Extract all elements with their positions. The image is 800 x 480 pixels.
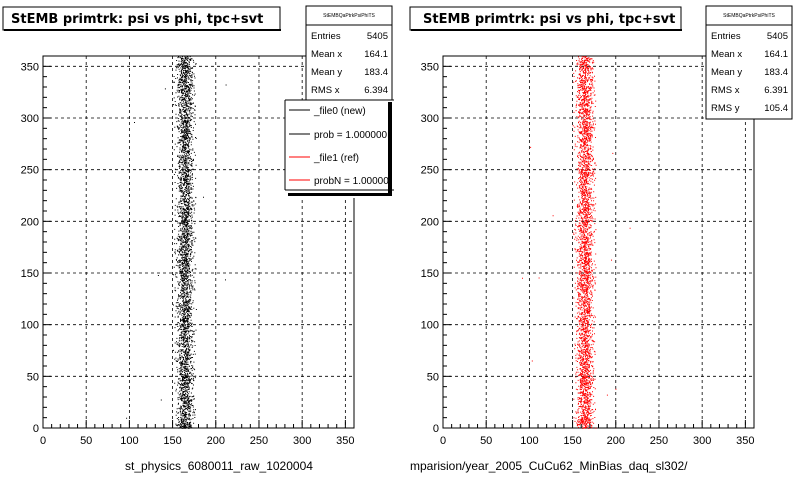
right-stats-label-3: RMS x xyxy=(711,85,740,96)
right-stats-value-1: 164.1 xyxy=(764,49,788,60)
x-tick-label: 150 xyxy=(563,435,581,447)
x-tick-label: 0 xyxy=(40,435,46,447)
x-tick-label: 0 xyxy=(440,435,446,447)
y-tick-label: 150 xyxy=(421,268,439,280)
right-stats-label-1: Mean x xyxy=(711,49,742,60)
y-tick-label: 0 xyxy=(433,423,439,435)
left-stats-value-3: 6.394 xyxy=(364,85,388,96)
y-tick-label: 350 xyxy=(421,61,439,73)
y-tick-label: 150 xyxy=(21,268,39,280)
left-stats-label-2: Mean y xyxy=(311,67,342,78)
legend-box xyxy=(285,100,394,198)
x-tick-label: 250 xyxy=(250,435,268,447)
x-tick-label: 350 xyxy=(736,435,754,447)
y-tick-label: 100 xyxy=(421,320,439,332)
legend-label-1: prob = 1.000000 xyxy=(314,130,388,141)
left-chart-title: StEMB primtrk: psi vs phi, tpc+svt xyxy=(11,12,263,27)
right-grid xyxy=(443,56,754,428)
legend-shadow-bottom xyxy=(288,193,392,196)
right-stats-value-4: 105.4 xyxy=(764,103,788,114)
x-tick-label: 100 xyxy=(520,435,538,447)
y-tick-label: 350 xyxy=(21,61,39,73)
right-stats-value-3: 6.391 xyxy=(764,85,788,96)
left-stats-label-1: Mean x xyxy=(311,49,342,60)
right-stats-value-2: 183.4 xyxy=(764,67,788,78)
left-stats-header: StEMBQaPtrkPsiPhiTS xyxy=(323,13,375,19)
right-stats-label-0: Entries xyxy=(711,31,741,42)
y-tick-label: 250 xyxy=(21,165,39,177)
legend: _file0 (new) prob = 1.000000 _file1 (ref… xyxy=(284,99,395,198)
left-stats-label-0: Entries xyxy=(311,31,341,42)
left-title-shadow xyxy=(4,29,281,31)
y-tick-label: 50 xyxy=(427,371,439,383)
right-stats-header: StEMBQaPtrkPsiPhiTS xyxy=(723,13,775,19)
legend-label-0: _file0 (new) xyxy=(313,106,366,117)
x-tick-label: 100 xyxy=(120,435,138,447)
x-tick-label: 250 xyxy=(650,435,668,447)
left-stats-value-2: 183.4 xyxy=(364,67,388,78)
legend-label-2: _file1 (ref) xyxy=(313,153,359,164)
legend-shadow xyxy=(388,102,392,196)
legend-label-3: probN = 1.000000 xyxy=(314,176,395,187)
x-tick-label: 50 xyxy=(480,435,492,447)
y-tick-label: 0 xyxy=(33,423,39,435)
right-stats-value-0: 5405 xyxy=(767,31,788,42)
y-tick-label: 250 xyxy=(421,165,439,177)
left-stats-label-3: RMS x xyxy=(311,85,340,96)
left-stats-value-0: 5405 xyxy=(367,31,388,42)
y-tick-label: 200 xyxy=(421,216,439,228)
left-x-axis-label: st_physics_6080011_raw_1020004 xyxy=(125,459,313,473)
right-panel: 0 50 100 150 200 250 300 350 0 50 100 150 200 250 300 3… xyxy=(409,5,793,473)
y-tick-label: 50 xyxy=(27,371,39,383)
right-chart-title: StEMB primtrk: psi vs phi, tpc+svt xyxy=(423,12,675,27)
x-tick-label: 50 xyxy=(80,435,92,447)
x-tick-label: 200 xyxy=(607,435,625,447)
left-stats-value-1: 164.1 xyxy=(364,49,388,60)
right-stats-label-4: RMS y xyxy=(711,103,740,114)
left-stats-box xyxy=(305,5,393,103)
right-axis-ticks: 0 50 100 150 200 250 300 350 0 50 100 150 200 250 300 3… xyxy=(421,61,755,447)
left-panel: 0 50 100 150 200 250 300 350 0 50 100 150 200 250 300 3… xyxy=(2,5,395,473)
x-tick-label: 150 xyxy=(163,435,181,447)
y-tick-label: 200 xyxy=(21,216,39,228)
x-tick-label: 300 xyxy=(293,435,311,447)
y-tick-label: 300 xyxy=(421,113,439,125)
left-axis-ticks: 0 50 100 150 200 250 300 350 0 50 100 150 200 250 300 3… xyxy=(21,61,355,447)
y-tick-label: 300 xyxy=(21,113,39,125)
x-tick-label: 300 xyxy=(693,435,711,447)
right-x-axis-label: mparision/year_2005_CuCu62_MinBias_daq_s… xyxy=(410,459,688,473)
x-tick-label: 350 xyxy=(336,435,354,447)
right-title-shadow xyxy=(411,29,682,31)
x-tick-label: 200 xyxy=(207,435,225,447)
right-stats-label-2: Mean y xyxy=(711,67,742,78)
y-tick-label: 100 xyxy=(21,320,39,332)
